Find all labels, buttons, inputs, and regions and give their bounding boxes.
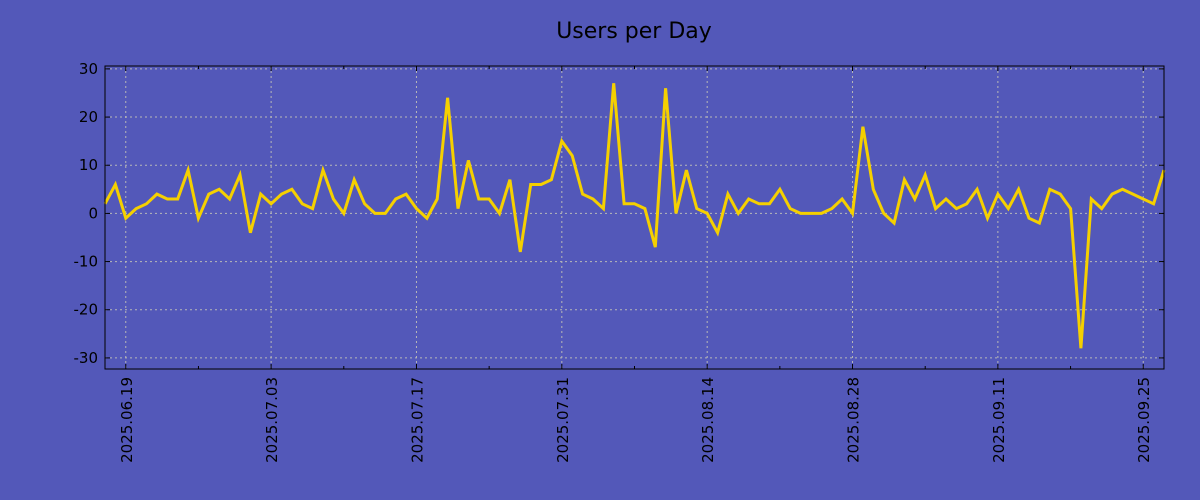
y-tick-label: -20: [74, 301, 99, 319]
y-tick-label: 20: [79, 108, 98, 126]
chart-title: Users per Day: [556, 19, 712, 44]
x-tick-label: 2025.09.11: [990, 377, 1008, 463]
plot-frame: [104, 65, 1165, 370]
axis-ticks: 30 20 10 0 -10 -20 -30 2025.06.19 2025.07.03 2025…: [74, 60, 1164, 463]
y-tick-label: 30: [79, 60, 98, 78]
x-tick-label: 2025.07.17: [408, 377, 426, 463]
y-tick-label: -30: [74, 349, 99, 367]
y-tick-label: -10: [74, 253, 99, 271]
grid: [105, 66, 1164, 369]
x-tick-label: 2025.09.25: [1135, 377, 1153, 463]
x-tick-label: 2025.06.19: [118, 377, 136, 463]
y-tick-label: 10: [79, 156, 98, 174]
y-tick-label: 0: [88, 204, 98, 222]
x-tick-label: 2025.07.03: [263, 377, 281, 463]
x-tick-label: 2025.07.31: [554, 377, 572, 463]
series-line: [103, 83, 1166, 349]
x-tick-label: 2025.08.14: [699, 377, 717, 463]
series-layer: [103, 83, 1166, 349]
x-tick-label: 2025.08.28: [845, 377, 863, 463]
